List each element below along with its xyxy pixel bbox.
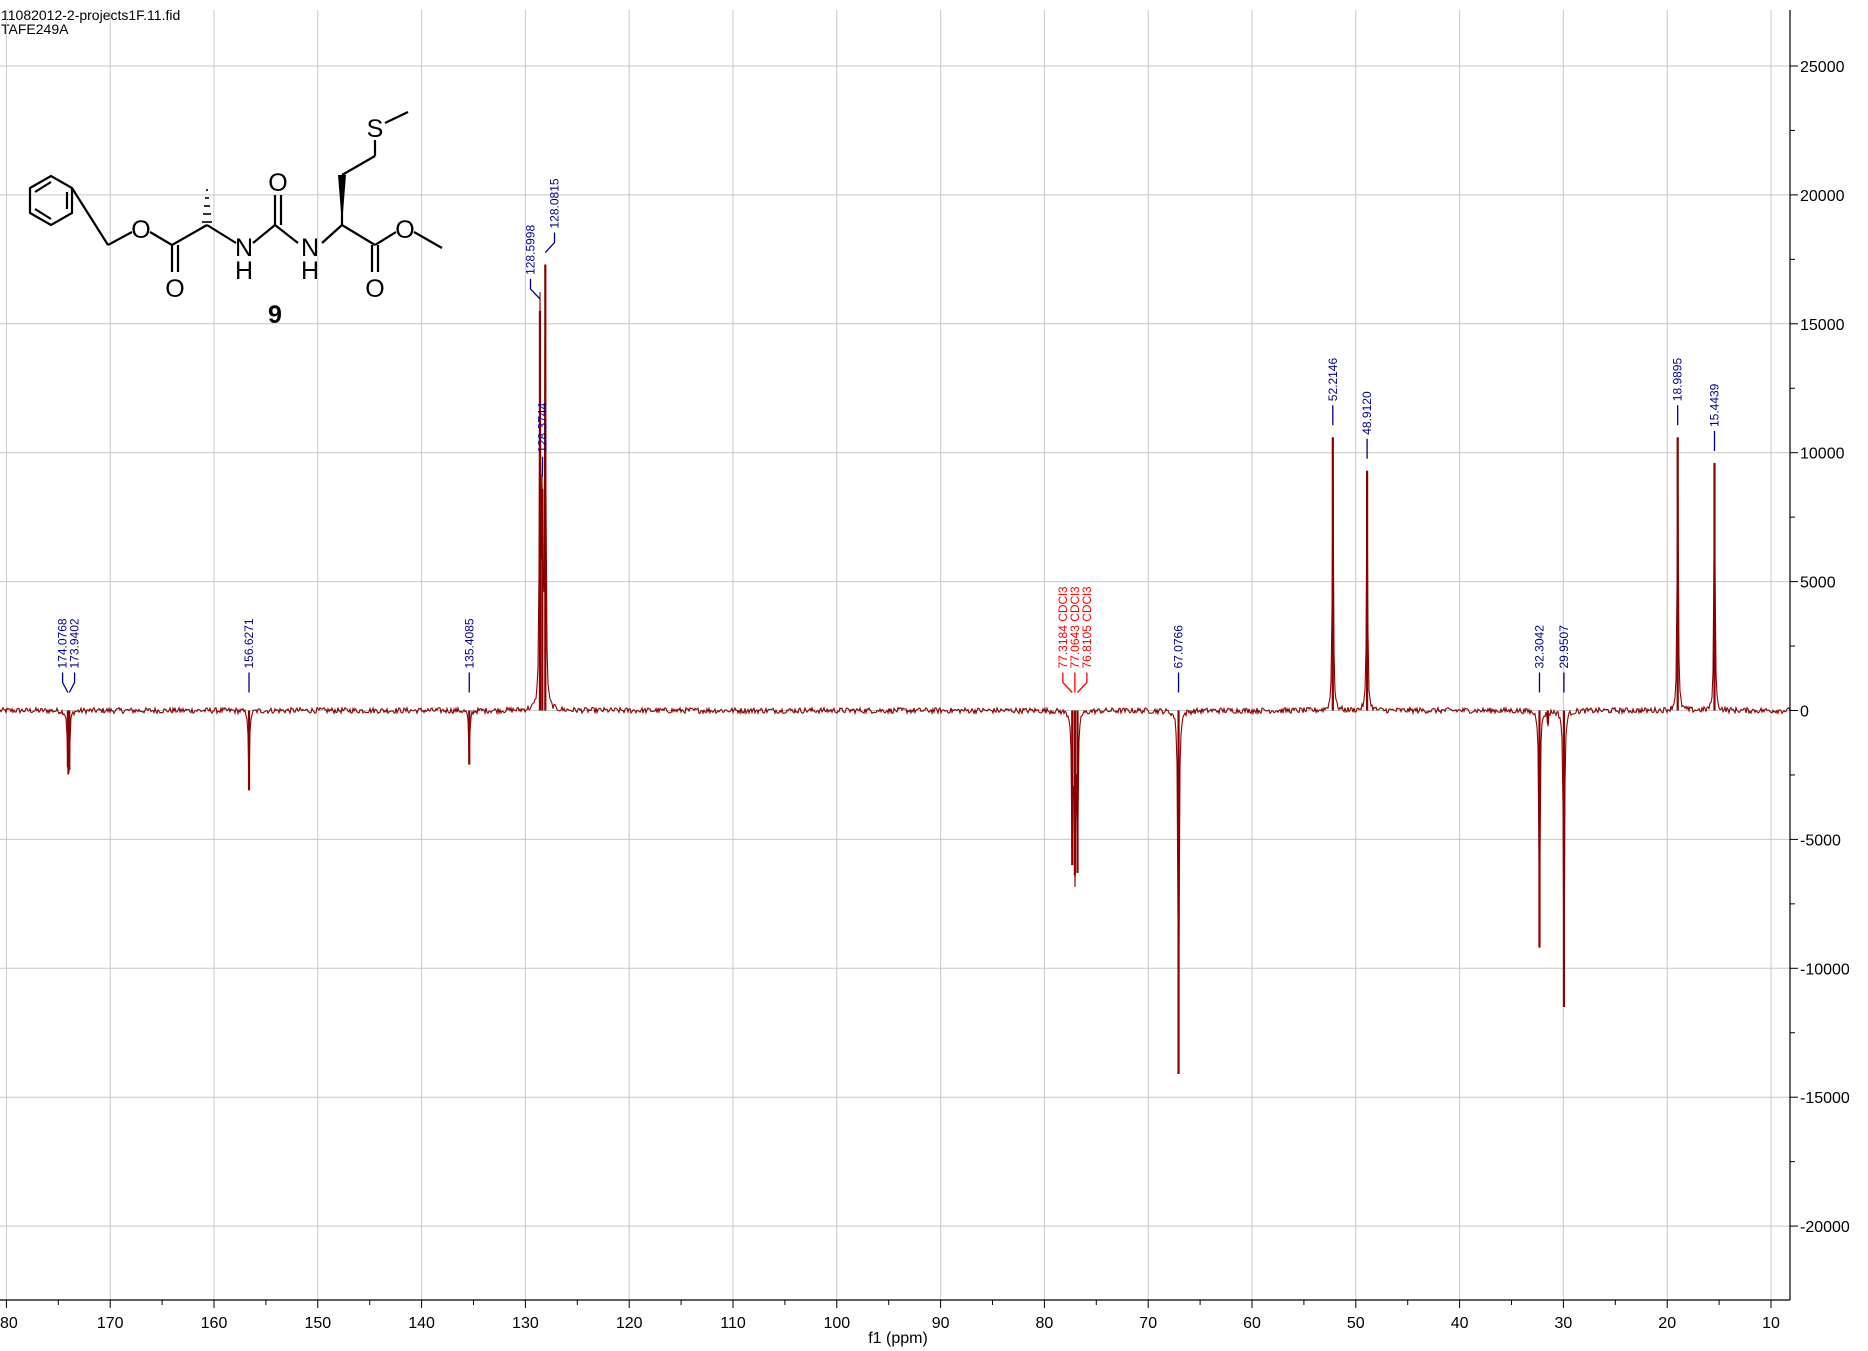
y-axis: 25000 20000 15000 10000 5000 0 -5000 -10000 -150…: [1790, 59, 1850, 1236]
ester-oxygen: O: [131, 216, 150, 244]
y-tick-label: 15000: [1800, 317, 1845, 334]
peak-label: 52.2146: [1326, 358, 1340, 402]
x-tick-label: 130: [512, 1315, 539, 1332]
peak-label: 18.9895: [1671, 358, 1685, 402]
sulfur: S: [367, 115, 384, 143]
x-tick-label: 120: [616, 1315, 643, 1332]
methyl-ester-oxygen: O: [395, 216, 414, 244]
y-tick-label: -20000: [1800, 1219, 1850, 1236]
x-axis: 80 170 160 150 140 130 120 110 100 90 80 70 60 50 40 30…: [0, 1300, 1780, 1347]
peak-label: 128.0815: [548, 178, 562, 228]
x-tick-label: 40: [1451, 1315, 1469, 1332]
y-tick-label: -5000: [1800, 832, 1841, 849]
carbonyl-oxygen-2: O: [365, 275, 384, 303]
plot-frame: [0, 10, 1791, 1301]
peak-label: 128.5998: [524, 225, 538, 275]
x-tick-label: 80: [1036, 1315, 1054, 1332]
peak-label: 32.3042: [1532, 625, 1546, 669]
peak-label-leader: [529, 278, 541, 300]
stereo-bonds: [202, 189, 212, 223]
sample-name: TAFE249A: [1, 21, 69, 37]
peak-label-leader: [544, 232, 556, 253]
x-tick-label: 90: [932, 1315, 950, 1332]
y-tick-label: 5000: [1800, 575, 1836, 592]
compound-number: 9: [268, 301, 282, 329]
x-tick-label: 100: [823, 1315, 850, 1332]
x-tick-label: 50: [1347, 1315, 1365, 1332]
spectrum-header: 11082012-2-projects1F.11.fid TAFE249A: [1, 8, 180, 36]
peak-label: 77.0643 CDCl3: [1068, 586, 1082, 668]
x-tick-label: 30: [1555, 1315, 1573, 1332]
peak-label: 29.9507: [1557, 625, 1571, 669]
x-tick-label: 20: [1658, 1315, 1676, 1332]
x-tick-label: 70: [1139, 1315, 1157, 1332]
peak-label-leader: [1062, 672, 1073, 693]
chemical-structure: [28, 111, 443, 272]
urea-oxygen: O: [268, 169, 287, 197]
benzene-ring: [28, 174, 74, 227]
y-tick-label: -10000: [1800, 961, 1850, 978]
peak-markers: [66, 264, 1716, 1074]
x-tick-label: 60: [1243, 1315, 1261, 1332]
peak-label: 128.3744: [536, 402, 550, 452]
peak-label: 67.0766: [1172, 625, 1186, 669]
peak-label-leader: [1077, 672, 1088, 693]
peak-label: 77.3184 CDCl3: [1056, 586, 1070, 668]
carbonyl-oxygen-1: O: [165, 275, 184, 303]
peak-label: 48.9120: [1360, 391, 1374, 435]
y-tick-label: 25000: [1800, 59, 1845, 76]
peak-label: 156.6271: [242, 618, 256, 668]
x-tick-label: 170: [97, 1315, 124, 1332]
backbone-bonds: [71, 111, 443, 272]
peak-label: 135.4085: [462, 618, 476, 668]
x-tick-label: 150: [304, 1315, 331, 1332]
structure-atom-labels: O O N H O N H O O S 9: [131, 115, 414, 329]
x-tick-label: 110: [720, 1315, 746, 1332]
peak-label-leader: [61, 672, 69, 693]
nitrogen-1: N: [235, 234, 253, 262]
y-tick-label: -15000: [1800, 1090, 1850, 1107]
spectrum-line: [0, 292, 1791, 1000]
x-tick-label: 80: [0, 1315, 18, 1332]
peak-label: 173.9402: [68, 618, 82, 668]
x-tick-label: 140: [408, 1315, 435, 1332]
x-axis-title: f1 (ppm): [868, 1330, 928, 1347]
grid-lines: [0, 10, 1790, 1300]
peak-label: 76.8105 CDCl3: [1080, 586, 1094, 668]
hydrogen-1: H: [235, 257, 253, 285]
x-tick-label: 160: [201, 1315, 228, 1332]
peak-label: 174.0768: [56, 618, 70, 668]
nitrogen-2: N: [301, 234, 319, 262]
y-tick-label: 20000: [1800, 188, 1845, 205]
spectrum-trace: [0, 292, 1791, 1000]
peak-label-leader: [68, 672, 76, 693]
wedge-bond: [338, 175, 346, 225]
y-tick-label: 0: [1800, 704, 1809, 721]
peak-label: 15.4439: [1707, 383, 1721, 427]
y-tick-label: 10000: [1800, 446, 1845, 463]
x-tick-label: 10: [1762, 1315, 1780, 1332]
hydrogen-2: H: [301, 257, 319, 285]
file-name: 11082012-2-projects1F.11.fid: [1, 7, 181, 23]
